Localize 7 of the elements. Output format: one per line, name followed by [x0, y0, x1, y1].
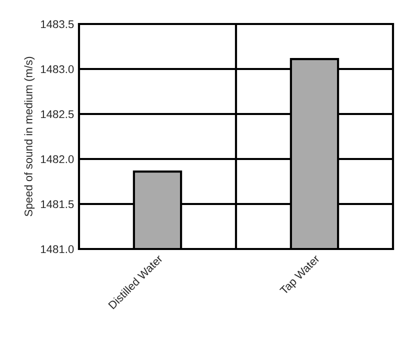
- y-tick-label: 1482.0: [41, 155, 74, 164]
- y-tick-label: 1483.0: [41, 65, 74, 74]
- y-tick-label: 1481.5: [41, 200, 74, 208]
- y-tick-label: 1482.5: [41, 110, 74, 118]
- y-tick-label: 1481.0: [41, 245, 74, 254]
- y-axis-title: Speed of sound in medium (m/s): [24, 56, 35, 216]
- y-tick-label: 1483.5: [41, 20, 74, 28]
